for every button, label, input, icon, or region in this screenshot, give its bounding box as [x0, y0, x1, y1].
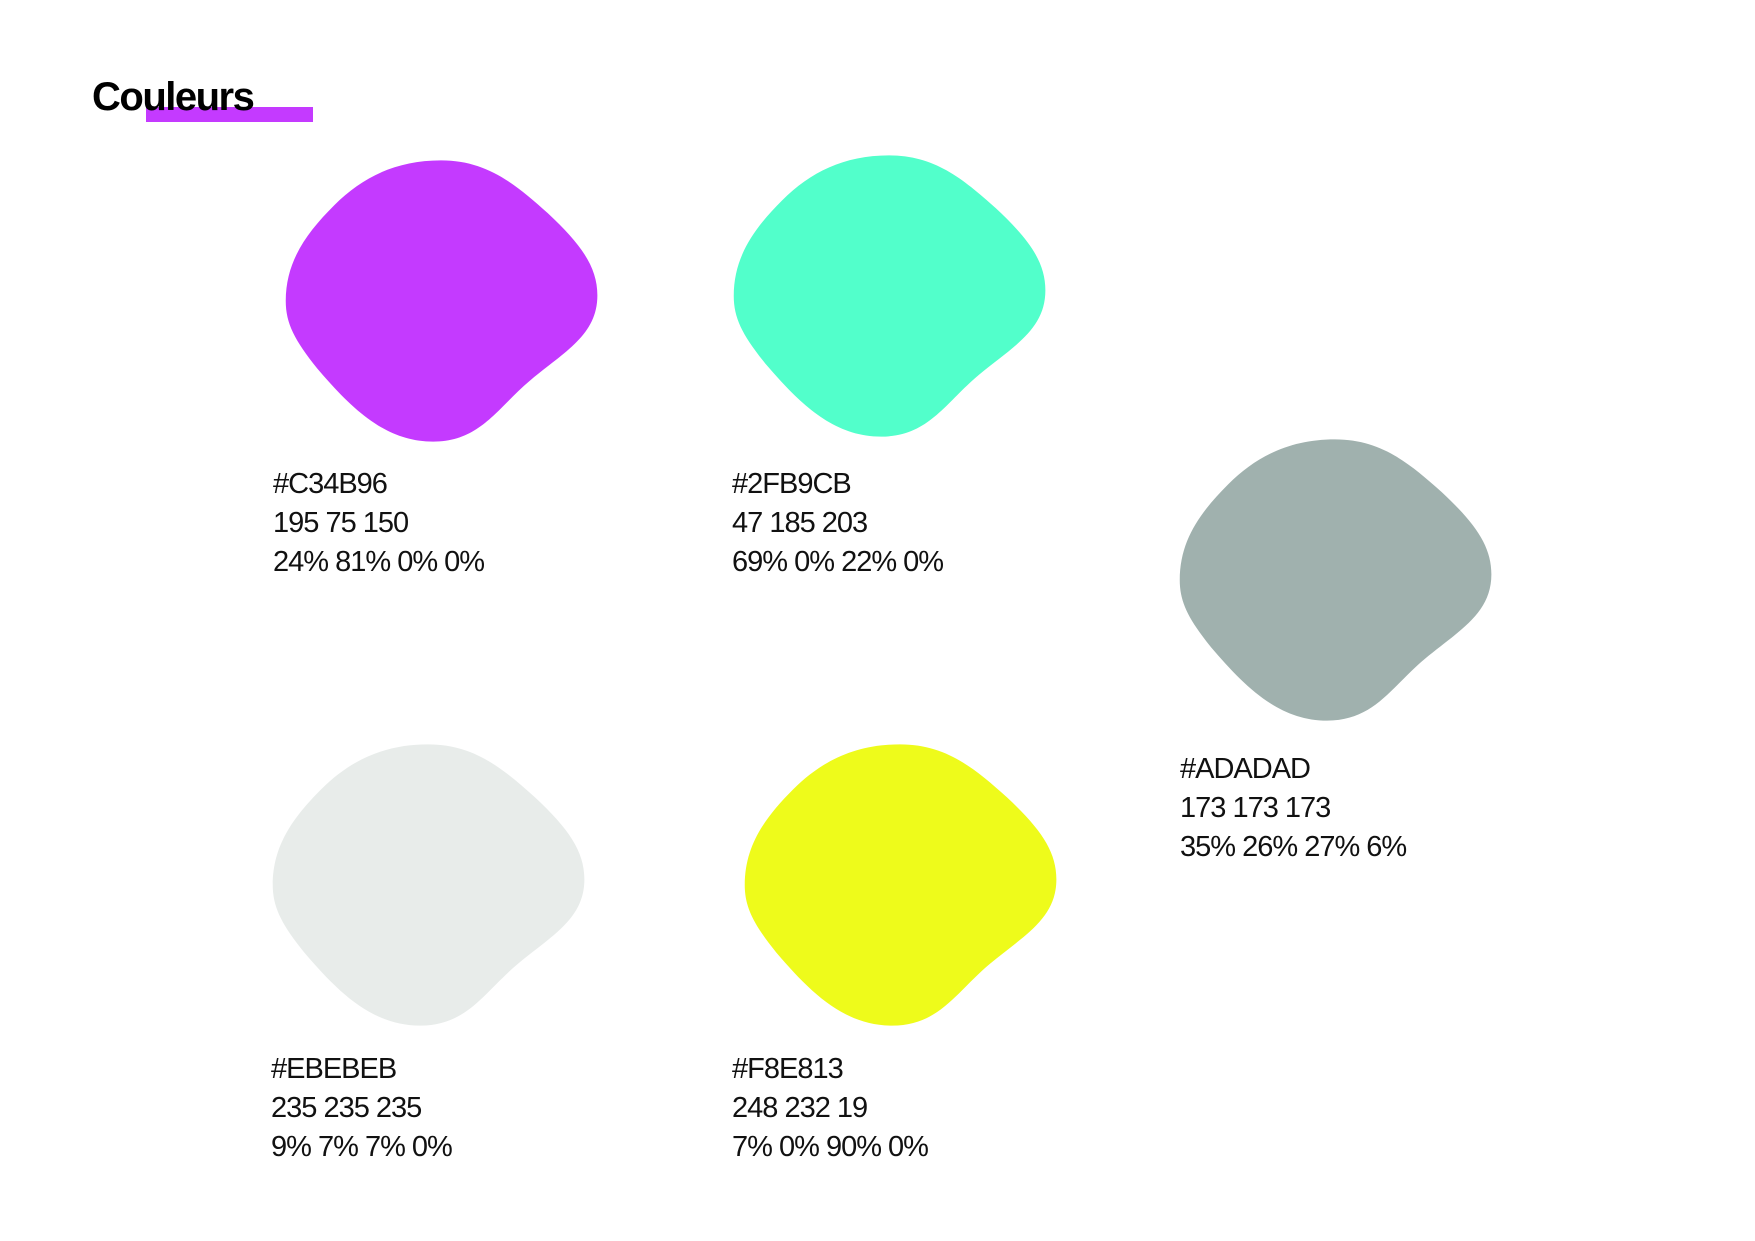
- swatch-cmyk: 35% 26% 27% 6%: [1180, 831, 1406, 863]
- swatch-blob: [733, 155, 1046, 437]
- swatch-blob: [285, 160, 598, 442]
- swatch-cmyk: 69% 0% 22% 0%: [732, 546, 943, 578]
- swatch-rgb: 235 235 235: [271, 1092, 421, 1124]
- swatch-blob: [1179, 439, 1492, 721]
- title-underline: [146, 107, 313, 122]
- swatch-cmyk: 9% 7% 7% 0%: [271, 1131, 452, 1163]
- swatch-labels: #C34B96 195 75 150 24% 81% 0% 0% #2FB9CB 47 …: [271, 468, 1407, 1163]
- page-title: Couleurs: [92, 75, 254, 119]
- swatch-hex: #EBEBEB: [271, 1053, 396, 1085]
- swatch-hex: #2FB9CB: [732, 468, 851, 500]
- swatch-rgb: 195 75 150: [273, 507, 408, 539]
- swatch-hex: #C34B96: [273, 468, 387, 500]
- swatch-blob: [744, 744, 1057, 1026]
- swatch-cmyk: 7% 0% 90% 0%: [732, 1131, 928, 1163]
- swatch-blob: [272, 744, 585, 1026]
- swatch-hex: #F8E813: [732, 1053, 843, 1085]
- swatch-hex: #ADADAD: [1180, 753, 1310, 785]
- swatch-rgb: 47 185 203: [732, 507, 867, 539]
- swatch-rgb: 248 232 19: [732, 1092, 867, 1124]
- swatch-rgb: 173 173 173: [1180, 792, 1330, 824]
- swatch-cmyk: 24% 81% 0% 0%: [273, 546, 484, 578]
